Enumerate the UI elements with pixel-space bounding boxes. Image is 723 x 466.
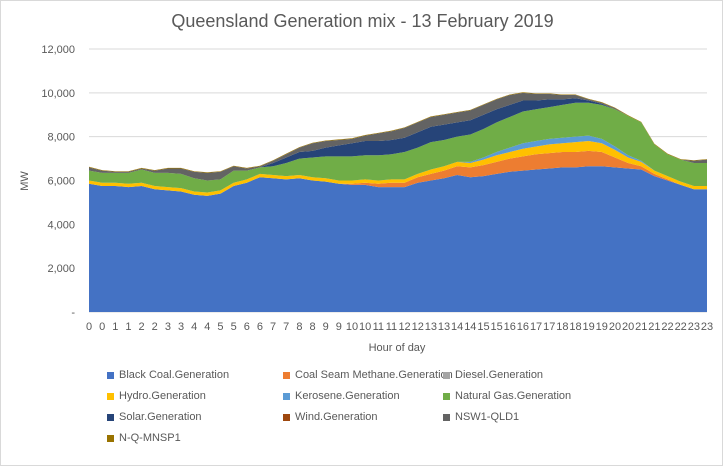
x-tick-label: 14 bbox=[464, 321, 476, 333]
x-tick-label: 6 bbox=[244, 321, 250, 333]
legend-swatch bbox=[283, 392, 290, 400]
x-tick-label: 3 bbox=[165, 321, 171, 333]
x-tick-label: 19 bbox=[583, 321, 595, 333]
area-series-coal-seam-methane-generation bbox=[89, 150, 707, 196]
legend-item: Coal Seam Methane.Generation bbox=[283, 369, 453, 381]
legend-item: NSW1-QLD1 bbox=[443, 411, 519, 423]
legend-item: Diesel.Generation bbox=[443, 369, 543, 381]
legend-item: N-Q-MNSP1 bbox=[107, 432, 181, 444]
legend-swatch bbox=[107, 392, 114, 400]
legend-item: Solar.Generation bbox=[107, 411, 202, 423]
x-tick-label: 4 bbox=[191, 321, 197, 333]
y-tick-label: 10,000 bbox=[41, 88, 75, 100]
y-tick-label: - bbox=[71, 307, 75, 319]
x-tick-label: 22 bbox=[661, 321, 673, 333]
x-tick-label: 12 bbox=[398, 321, 410, 333]
x-tick-label: 0 bbox=[86, 321, 92, 333]
x-tick-label: 0 bbox=[99, 321, 105, 333]
x-tick-label: 11 bbox=[373, 321, 384, 333]
y-tick-label: 4,000 bbox=[47, 219, 75, 231]
x-tick-label: 14 bbox=[451, 321, 463, 333]
legend-item: Wind.Generation bbox=[283, 411, 378, 423]
x-tick-label: 15 bbox=[477, 321, 489, 333]
y-axis-label: MW bbox=[19, 171, 31, 191]
chart-title: Queensland Generation mix - 13 February … bbox=[171, 11, 554, 31]
legend-swatch bbox=[283, 413, 290, 421]
legend-swatch bbox=[443, 371, 450, 379]
x-tick-label: 3 bbox=[178, 321, 184, 333]
x-tick-label: 17 bbox=[530, 321, 542, 333]
x-tick-label: 22 bbox=[675, 321, 687, 333]
x-tick-label: 19 bbox=[596, 321, 608, 333]
x-tick-label: 18 bbox=[556, 321, 568, 333]
legend-item: Black Coal.Generation bbox=[107, 369, 229, 381]
x-tick-label: 23 bbox=[688, 321, 700, 333]
x-tick-label: 15 bbox=[490, 321, 502, 333]
y-tick-labels: - 2,000 4,000 6,000 8,000 10,000 12,000 bbox=[41, 44, 75, 319]
area-series-natural-gas-generation bbox=[89, 102, 707, 193]
x-tick-label: 21 bbox=[648, 321, 660, 333]
legend-label: Black Coal.Generation bbox=[119, 369, 230, 381]
legend-label: N-Q-MNSP1 bbox=[119, 432, 181, 444]
y-tick-label: 2,000 bbox=[47, 263, 75, 275]
x-tick-label: 18 bbox=[569, 321, 581, 333]
y-tick-label: 8,000 bbox=[47, 132, 75, 144]
x-tick-label: 7 bbox=[283, 321, 289, 333]
area-series-nsw1-qld1 bbox=[89, 92, 707, 181]
x-tick-label: 13 bbox=[425, 321, 437, 333]
x-tick-label: 16 bbox=[517, 321, 529, 333]
x-tick-label: 5 bbox=[231, 321, 237, 333]
x-tick-label: 20 bbox=[622, 321, 634, 333]
x-tick-label: 1 bbox=[112, 321, 118, 333]
legend-swatch bbox=[107, 371, 114, 379]
x-tick-label: 9 bbox=[336, 321, 342, 333]
legend-swatch bbox=[443, 392, 450, 400]
legend-label: Solar.Generation bbox=[119, 411, 202, 423]
x-tick-label: 23 bbox=[701, 321, 713, 333]
legend-item: Kerosene.Generation bbox=[283, 390, 400, 402]
x-tick-label: 2 bbox=[152, 321, 158, 333]
area-series-hydro-generation bbox=[89, 141, 707, 196]
legend-item: Hydro.Generation bbox=[107, 390, 206, 402]
x-tick-label: 16 bbox=[504, 321, 516, 333]
y-tick-label: 12,000 bbox=[41, 44, 75, 56]
legend-swatch bbox=[107, 434, 114, 442]
legend-label: NSW1-QLD1 bbox=[455, 411, 520, 423]
x-tick-labels: 0 0 1 1 2 2 3 3 4 4 5 5 6 6 7 7 8 8 9 9 10 10 11 11 12 12 13 13 14 14… bbox=[86, 321, 713, 333]
x-tick-label: 6 bbox=[257, 321, 263, 333]
x-tick-label: 8 bbox=[296, 321, 302, 333]
x-tick-label: 13 bbox=[438, 321, 450, 333]
legend-swatch bbox=[107, 413, 114, 421]
x-tick-label: 2 bbox=[139, 321, 145, 333]
x-tick-label: 20 bbox=[609, 321, 621, 333]
legend-label: Hydro.Generation bbox=[119, 390, 206, 402]
legend-label: Wind.Generation bbox=[295, 411, 378, 423]
legend-swatch bbox=[283, 371, 290, 379]
legend-label: Coal Seam Methane.Generation bbox=[295, 369, 453, 381]
x-tick-label: 8 bbox=[309, 321, 315, 333]
x-tick-label: 7 bbox=[270, 321, 276, 333]
x-tick-label: 17 bbox=[543, 321, 555, 333]
x-axis-label: Hour of day bbox=[369, 342, 426, 354]
area-series-black-coal-generation bbox=[89, 166, 707, 312]
x-tick-label: 1 bbox=[125, 321, 131, 333]
x-tick-label: 5 bbox=[217, 321, 223, 333]
legend-swatch bbox=[443, 413, 450, 421]
x-tick-label: 11 bbox=[386, 321, 397, 333]
legend-label: Natural Gas.Generation bbox=[455, 390, 572, 402]
x-tick-label: 21 bbox=[635, 321, 647, 333]
legend-item: Natural Gas.Generation bbox=[443, 390, 571, 402]
x-tick-label: 9 bbox=[323, 321, 329, 333]
x-tick-label: 10 bbox=[359, 321, 371, 333]
y-tick-label: 6,000 bbox=[47, 176, 75, 188]
x-tick-label: 4 bbox=[204, 321, 210, 333]
area-series-group bbox=[89, 92, 707, 312]
area-series-solar-generation bbox=[89, 98, 707, 181]
legend-label: Kerosene.Generation bbox=[295, 390, 400, 402]
x-tick-label: 12 bbox=[412, 321, 424, 333]
legend-label: Diesel.Generation bbox=[455, 369, 544, 381]
x-tick-label: 10 bbox=[346, 321, 358, 333]
